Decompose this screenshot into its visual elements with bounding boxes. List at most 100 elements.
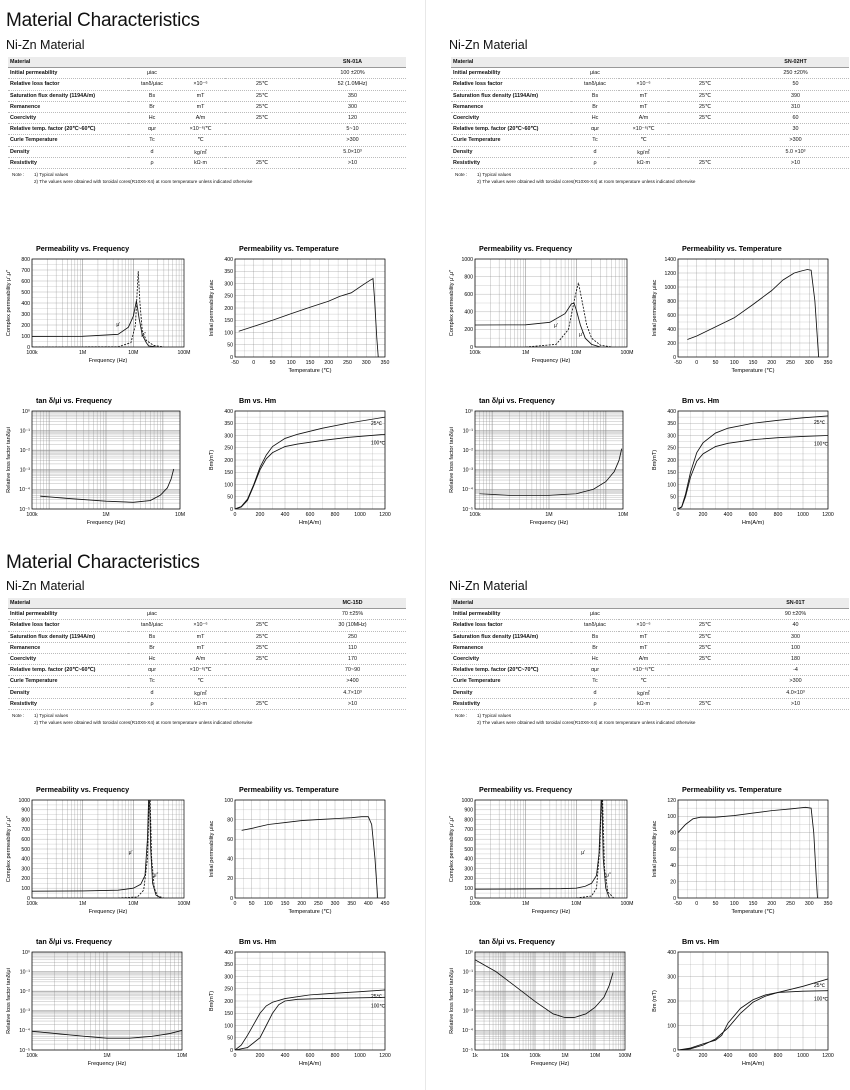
x-tick-label: 10M xyxy=(175,512,185,518)
notes: Note : 1) Typical values 2) The values wer… xyxy=(12,713,253,726)
table-cell: Curie Temperature xyxy=(451,675,571,688)
x-axis-label: Frequency (Hz) xyxy=(532,909,571,915)
table-cell: 25℃ xyxy=(668,101,742,113)
table-cell: kΩ·m xyxy=(176,157,225,169)
y-axis-label: Bm(mT) xyxy=(209,991,215,1011)
y-tick-label: 500 xyxy=(21,290,30,296)
y-tick-label: 20 xyxy=(670,879,676,885)
table-cell: 30 xyxy=(742,123,849,136)
y-tick-label: 1000 xyxy=(461,257,473,263)
x-tick-label: 1M xyxy=(79,901,86,907)
y-tick-label: 1000 xyxy=(664,285,676,291)
table-cell: Coercivity xyxy=(451,653,571,666)
table-cell: 40 xyxy=(742,619,849,632)
table-cell: d xyxy=(128,146,176,158)
table-row: Curie Temperature Tc ℃ >400 xyxy=(8,675,406,688)
table-row: Relative temp. factor (20℃~60℃) αμr ×10⁻⁶/… xyxy=(451,123,849,136)
x-axis-label: Temperature (℃) xyxy=(289,909,332,915)
spec-table: Material SN-01A Initial permeability μiac 10… xyxy=(8,57,406,169)
table-row: Saturation flux density (1194A/m) Bs mT 25℃… xyxy=(8,90,406,102)
table-row: Density d kg/㎥ 4.0×10³ xyxy=(451,687,849,699)
table-cell: 25℃ xyxy=(225,157,299,169)
chart-title: Bm vs. Hm xyxy=(239,937,276,946)
x-tick-label: 100k xyxy=(469,901,481,907)
note-line: Note : 1) Typical values xyxy=(12,713,253,720)
table-row: Curie Temperature Tc ℃ >300 xyxy=(451,134,849,147)
table-cell: 25℃ xyxy=(668,78,742,91)
table-cell: 350 xyxy=(299,90,406,102)
table-row: Coercivity Hc A/m 25℃ 120 xyxy=(8,112,406,125)
x-tick-label: -50 xyxy=(674,360,682,366)
permeability-temperature-chart: Permeability vs. Temperature-50 0 50 100 150… xyxy=(209,244,389,374)
y-tick-label: 100 xyxy=(667,482,676,488)
table-cell: Remanence xyxy=(451,642,571,654)
table-cell: Hc xyxy=(128,653,176,666)
table-cell: -4 xyxy=(742,664,849,677)
x-tick-label: 1000 xyxy=(354,512,366,518)
table-cell: d xyxy=(128,687,176,699)
table-cell: ×10⁻⁶/℃ xyxy=(619,123,668,136)
y-tick-label: 10⁻³ xyxy=(463,468,474,474)
table-cell: Coercivity xyxy=(8,112,128,125)
y-tick-label: 10⁰ xyxy=(465,409,473,415)
y-tick-label: 250 xyxy=(224,987,233,993)
table-cell: d xyxy=(571,146,619,158)
table-cell xyxy=(668,57,742,69)
table-cell: Saturation flux density (1194A/m) xyxy=(8,90,128,102)
x-axis-label: Frequency (Hz) xyxy=(89,909,128,915)
x-tick-label: 800 xyxy=(774,1053,783,1059)
notes: Note : 1) Typical values 2) The values wer… xyxy=(12,172,253,185)
x-tick-label: 10M xyxy=(571,350,581,356)
table-cell: Br xyxy=(571,642,619,654)
y-tick-label: 10⁻⁵ xyxy=(19,507,30,513)
table-cell: 250 xyxy=(299,631,406,643)
series-line xyxy=(235,416,385,509)
y-tick-label: 100 xyxy=(464,886,473,892)
table-cell: 300 xyxy=(742,631,849,643)
table-cell: MC-15D xyxy=(299,598,406,610)
table-cell: ×10⁻⁶ xyxy=(619,78,668,91)
table-cell xyxy=(225,134,299,147)
y-tick-label: 0 xyxy=(470,896,473,902)
table-cell: Material xyxy=(8,57,128,69)
y-axis-label: Relative loss factor tanδ/μi xyxy=(6,427,12,493)
note-text: 1) Typical values xyxy=(34,713,69,718)
table-cell: Relative temp. factor (20℃~60℃) xyxy=(451,123,571,136)
table-header-row: Material SN-02HT xyxy=(451,57,849,69)
table-row: Relative temp. factor (20℃~70℃) αμr ×10⁻⁶/… xyxy=(451,664,849,677)
y-tick-label: 300 xyxy=(224,974,233,980)
note-text: 2) The values were obtained with toroida… xyxy=(477,719,696,725)
y-tick-label: 10⁻⁵ xyxy=(462,1048,473,1054)
series-line xyxy=(678,990,828,1050)
table-cell: ρ xyxy=(571,157,619,169)
table-cell: Tc xyxy=(128,675,176,688)
table-cell xyxy=(668,608,742,621)
x-tick-label: 300 xyxy=(331,901,340,907)
x-tick-label: 1200 xyxy=(379,1053,391,1059)
chart-title: Permeability vs. Temperature xyxy=(682,244,782,253)
plot-frame xyxy=(677,258,829,358)
x-tick-label: 200 xyxy=(699,1053,708,1059)
table-cell: Br xyxy=(128,642,176,654)
table-cell: 25℃ xyxy=(225,653,299,666)
y-tick-label: 200 xyxy=(224,999,233,1005)
table-cell: αμr xyxy=(571,664,619,677)
series-line xyxy=(475,959,614,1019)
x-tick-label: 400 xyxy=(281,512,290,518)
table-row: Density d kg/㎥ 5.0×10³ xyxy=(8,146,406,158)
plot-frame xyxy=(474,799,628,899)
permeability-frequency-chart: Permeability vs. Frequency 100k 1M 10M 100M 0… xyxy=(6,244,190,364)
table-cell: Resistivity xyxy=(451,698,571,710)
x-tick-label: 300 xyxy=(805,360,814,366)
plot-frame xyxy=(234,799,386,899)
y-tick-label: 200 xyxy=(21,876,30,882)
series-annotation: μ′ xyxy=(116,322,120,328)
y-tick-label: 900 xyxy=(464,808,473,814)
y-tick-label: 300 xyxy=(667,974,676,980)
y-axis-label: Relative loss factor tanδ/μi xyxy=(449,968,455,1034)
x-tick-label: 1k xyxy=(472,1053,478,1059)
series-line xyxy=(678,806,818,898)
series-line xyxy=(602,799,615,898)
series-line xyxy=(235,433,385,509)
table-cell: 100 xyxy=(742,642,849,654)
